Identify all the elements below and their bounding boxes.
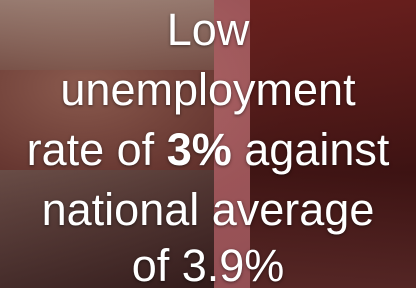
text: of 3.9% <box>132 240 285 288</box>
text: Low <box>167 4 250 55</box>
headline-line: of 3.9% <box>0 236 416 288</box>
text: against <box>244 124 389 175</box>
headline-line: unemployment <box>0 60 416 120</box>
headline-line: national average <box>0 180 416 240</box>
text: unemployment <box>60 64 355 115</box>
headline-line: rate of 3% against <box>0 120 416 180</box>
graphic: Low unemployment rate of 3% against nati… <box>0 0 416 288</box>
headline-line: Low <box>0 0 416 60</box>
text: rate of <box>27 124 155 175</box>
text: national average <box>42 184 375 235</box>
highlight: 3% <box>167 124 232 175</box>
